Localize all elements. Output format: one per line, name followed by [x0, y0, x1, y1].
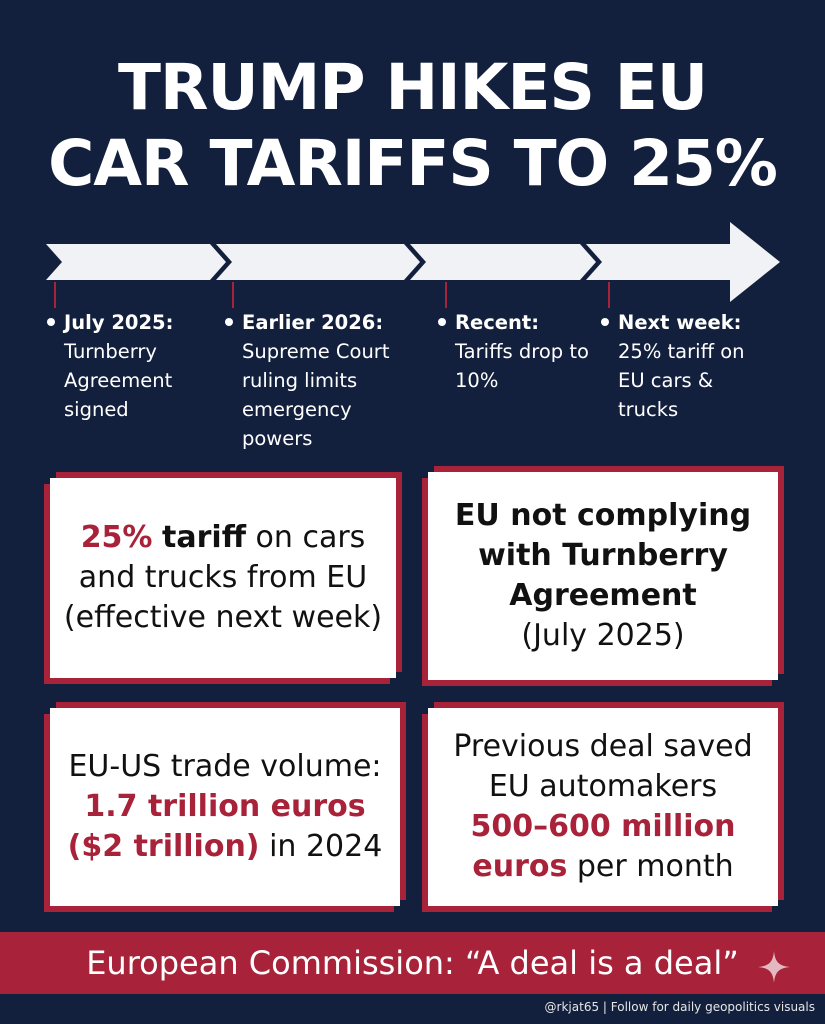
timeline-dot	[438, 318, 446, 326]
timeline-desc: Turnberry Agreement signed	[64, 340, 173, 421]
savings-amount: 500–600 million	[470, 809, 736, 844]
timeline-date: July 2025:	[64, 311, 174, 334]
sparkle-icon	[758, 951, 790, 983]
timeline-desc: 25% tariff on EU cars & trucks	[618, 340, 745, 421]
timeline-arrow-1	[46, 244, 226, 280]
compliance-card: EU not complying with Turnberry Agreemen…	[428, 472, 778, 680]
timeline-desc: Supreme Court ruling limits emergency po…	[242, 340, 390, 450]
timeline-stem	[445, 282, 447, 308]
tariff-line-1-rest: on cars	[246, 520, 366, 555]
tariff-percent: 25%	[80, 520, 153, 555]
timeline-date: Next week:	[618, 311, 742, 334]
compliance-line-4: (July 2025)	[521, 618, 685, 653]
timeline-dot	[601, 318, 609, 326]
trade-card: EU-US trade volume: 1.7 trillion euros (…	[50, 708, 400, 906]
page-title: TRUMP HIKES EU CAR TARIFFS TO 25%	[0, 50, 825, 202]
timeline-stem	[608, 282, 610, 308]
timeline-date: Recent:	[455, 311, 540, 334]
timeline-desc: Tariffs drop to 10%	[455, 340, 589, 392]
compliance-line-1: EU not complying	[454, 498, 752, 533]
timeline-date: Earlier 2026:	[242, 311, 384, 334]
trade-year: in 2024	[259, 829, 383, 864]
quote-banner: European Commission: “A deal is a deal”	[0, 932, 825, 994]
savings-unit: euros	[472, 849, 568, 884]
trade-usd: ($2 trillion)	[67, 829, 260, 864]
timeline-arrow-2	[216, 244, 420, 280]
timeline-arrows	[46, 222, 780, 302]
tariff-word: tariff	[162, 520, 247, 555]
tariff-line-3: (effective next week)	[63, 600, 383, 635]
savings-line-2: EU automakers	[488, 769, 718, 804]
timeline-dot	[47, 318, 55, 326]
timeline-arrow-4	[586, 222, 780, 302]
tariff-line-2: and trucks from EU	[78, 560, 368, 595]
timeline-stem	[54, 282, 56, 308]
timeline-dot	[225, 318, 233, 326]
quote-text: European Commission: “A deal is a deal”	[86, 944, 739, 982]
timeline-arrow-3	[410, 244, 596, 280]
tariff-card: 25% tariff on cars and trucks from EU (e…	[50, 478, 396, 678]
timeline-stem	[232, 282, 234, 308]
title-line-1: TRUMP HIKES EU	[118, 51, 708, 124]
compliance-line-2: with Turnberry	[478, 538, 728, 573]
title-line-2: CAR TARIFFS TO 25%	[48, 127, 778, 200]
trade-line-1: EU-US trade volume:	[68, 749, 382, 784]
savings-rest: per month	[567, 849, 734, 884]
trade-amount: 1.7 trillion euros	[84, 789, 366, 824]
savings-line-1: Previous deal saved	[453, 729, 753, 764]
compliance-line-3: Agreement	[509, 578, 697, 613]
credit-line: @rkjat65 | Follow for daily geopolitics …	[544, 1000, 815, 1014]
savings-card: Previous deal saved EU automakers 500–60…	[428, 708, 778, 906]
